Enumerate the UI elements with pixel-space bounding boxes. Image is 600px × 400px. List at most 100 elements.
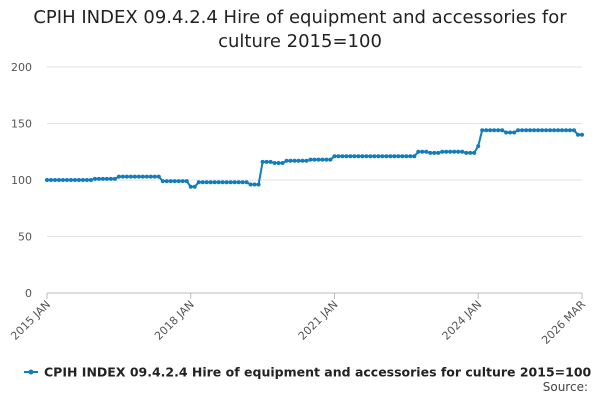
data-point[interactable]	[48, 178, 53, 182]
data-point[interactable]	[100, 176, 105, 181]
data-point[interactable]	[68, 178, 73, 182]
data-point[interactable]	[180, 179, 185, 184]
data-point[interactable]	[332, 154, 337, 159]
data-point[interactable]	[224, 180, 229, 185]
data-point[interactable]	[244, 180, 249, 185]
data-point[interactable]	[236, 180, 241, 185]
data-point[interactable]	[552, 128, 557, 133]
data-point[interactable]	[384, 154, 389, 159]
data-point[interactable]	[280, 161, 285, 166]
data-point[interactable]	[452, 149, 457, 154]
data-point[interactable]	[140, 174, 145, 179]
data-point[interactable]	[560, 128, 565, 133]
data-point[interactable]	[396, 154, 401, 159]
data-point[interactable]	[348, 154, 353, 159]
data-point[interactable]	[60, 178, 65, 182]
data-point[interactable]	[380, 154, 385, 159]
data-point[interactable]	[88, 178, 93, 182]
data-point[interactable]	[112, 176, 117, 181]
data-point[interactable]	[232, 180, 237, 185]
data-point[interactable]	[104, 176, 109, 181]
data-point[interactable]	[432, 150, 437, 155]
data-point[interactable]	[468, 150, 473, 155]
data-point[interactable]	[508, 130, 513, 135]
data-point[interactable]	[364, 154, 369, 159]
data-point[interactable]	[340, 154, 345, 159]
data-point[interactable]	[504, 130, 509, 135]
data-point[interactable]	[56, 178, 61, 182]
data-point[interactable]	[524, 128, 529, 133]
data-point[interactable]	[456, 149, 461, 154]
data-point[interactable]	[288, 158, 293, 163]
data-point[interactable]	[528, 128, 533, 133]
data-point[interactable]	[204, 180, 209, 185]
data-point[interactable]	[80, 178, 85, 182]
data-point[interactable]	[564, 128, 569, 133]
data-point[interactable]	[476, 144, 481, 149]
data-point[interactable]	[124, 174, 129, 179]
data-point[interactable]	[480, 128, 485, 133]
data-point[interactable]	[548, 128, 553, 133]
data-point[interactable]	[208, 180, 213, 185]
data-point[interactable]	[572, 128, 577, 133]
data-point[interactable]	[192, 184, 197, 189]
data-point[interactable]	[536, 128, 541, 133]
data-point[interactable]	[464, 150, 469, 155]
data-point[interactable]	[412, 154, 417, 159]
data-point[interactable]	[84, 178, 89, 182]
data-point[interactable]	[544, 128, 549, 133]
data-point[interactable]	[160, 179, 165, 184]
data-point[interactable]	[328, 157, 333, 162]
data-point[interactable]	[284, 158, 289, 163]
data-point[interactable]	[376, 154, 381, 159]
legend-series-label[interactable]: CPIH INDEX 09.4.2.4 Hire of equipment an…	[44, 365, 592, 380]
data-point[interactable]	[496, 128, 501, 133]
data-point[interactable]	[492, 128, 497, 133]
data-point[interactable]	[308, 157, 313, 162]
data-point[interactable]	[420, 149, 425, 154]
data-point[interactable]	[252, 182, 257, 187]
data-point[interactable]	[220, 180, 225, 185]
data-point[interactable]	[292, 158, 297, 163]
data-point[interactable]	[368, 154, 373, 159]
data-point[interactable]	[72, 178, 77, 182]
data-point[interactable]	[424, 149, 429, 154]
data-point[interactable]	[336, 154, 341, 159]
data-point[interactable]	[484, 128, 489, 133]
data-point[interactable]	[360, 154, 365, 159]
data-point[interactable]	[268, 159, 273, 164]
data-point[interactable]	[532, 128, 537, 133]
data-point[interactable]	[440, 149, 445, 154]
data-point[interactable]	[116, 174, 121, 179]
data-point[interactable]	[164, 179, 169, 184]
data-point[interactable]	[148, 174, 153, 179]
data-point[interactable]	[520, 128, 525, 133]
data-point[interactable]	[488, 128, 493, 133]
data-point[interactable]	[580, 132, 584, 137]
data-point[interactable]	[196, 180, 201, 185]
data-point[interactable]	[436, 150, 441, 155]
data-point[interactable]	[276, 161, 281, 166]
data-point[interactable]	[184, 179, 189, 184]
data-point[interactable]	[356, 154, 361, 159]
data-point[interactable]	[188, 184, 193, 189]
data-point[interactable]	[144, 174, 149, 179]
data-point[interactable]	[152, 174, 157, 179]
data-point[interactable]	[568, 128, 573, 133]
data-point[interactable]	[388, 154, 393, 159]
data-point[interactable]	[324, 157, 329, 162]
data-point[interactable]	[448, 149, 453, 154]
data-point[interactable]	[216, 180, 221, 185]
data-point[interactable]	[136, 174, 141, 179]
data-point[interactable]	[576, 132, 581, 137]
data-point[interactable]	[248, 182, 253, 187]
data-point[interactable]	[64, 178, 69, 182]
data-point[interactable]	[392, 154, 397, 159]
data-point[interactable]	[404, 154, 409, 159]
data-point[interactable]	[352, 154, 357, 159]
data-point[interactable]	[264, 159, 269, 164]
legend[interactable]: CPIH INDEX 09.4.2.4 Hire of equipment an…	[24, 365, 592, 380]
data-point[interactable]	[108, 176, 113, 181]
data-point[interactable]	[540, 128, 545, 133]
data-point[interactable]	[428, 150, 433, 155]
